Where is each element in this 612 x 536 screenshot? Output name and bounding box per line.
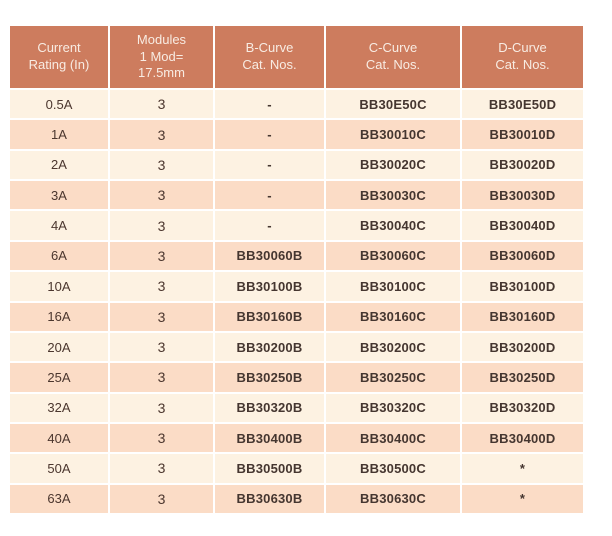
cell-modules: 3 <box>110 332 213 362</box>
cell-c-curve: BB30320C <box>326 393 460 422</box>
cell-modules: 3 <box>110 423 213 453</box>
cell-d-curve: BB30250D <box>462 363 583 392</box>
cell-c-curve: BB30060C <box>326 241 460 271</box>
cell-d-curve: BB30030D <box>462 181 583 210</box>
cell-d-curve: * <box>462 454 583 483</box>
cell-b-curve: - <box>215 211 324 240</box>
cell-b-curve: - <box>215 120 324 149</box>
table-row: 40A 3 BB30400B BB30400C BB30400D <box>10 423 583 453</box>
header-c-curve: C-Curve Cat. Nos. <box>326 26 460 88</box>
table-row: 1A 3 - BB30010C BB30010D <box>10 120 583 149</box>
cell-rating: 63A <box>10 484 108 514</box>
table-row: 3A 3 - BB30030C BB30030D <box>10 181 583 210</box>
cell-b-curve: BB30500B <box>215 454 324 483</box>
cell-rating: 50A <box>10 454 108 483</box>
cell-c-curve: BB30400C <box>326 423 460 453</box>
cell-d-curve: * <box>462 484 583 514</box>
cell-d-curve: BB30320D <box>462 393 583 422</box>
table-row: 32A 3 BB30320B BB30320C BB30320D <box>10 393 583 422</box>
cell-b-curve: BB30200B <box>215 332 324 362</box>
cell-c-curve: BB30200C <box>326 332 460 362</box>
cell-c-curve: BB30010C <box>326 120 460 149</box>
table-row: 4A 3 - BB30040C BB30040D <box>10 211 583 240</box>
table-row: 10A 3 BB30100B BB30100C BB30100D <box>10 272 583 301</box>
cell-c-curve: BB30040C <box>326 211 460 240</box>
cell-c-curve: BB30500C <box>326 454 460 483</box>
cell-rating: 6A <box>10 241 108 271</box>
cell-d-curve: BB30200D <box>462 332 583 362</box>
cell-b-curve: BB30060B <box>215 241 324 271</box>
cell-b-curve: BB30160B <box>215 302 324 331</box>
cell-modules: 3 <box>110 302 213 331</box>
table-row: 20A 3 BB30200B BB30200C BB30200D <box>10 332 583 362</box>
cell-rating: 40A <box>10 423 108 453</box>
cell-rating: 0.5A <box>10 90 108 119</box>
table-row: 16A 3 BB30160B BB30160C BB30160D <box>10 302 583 331</box>
table-row: 6A 3 BB30060B BB30060C BB30060D <box>10 241 583 271</box>
cell-b-curve: BB30400B <box>215 423 324 453</box>
cell-modules: 3 <box>110 393 213 422</box>
cell-modules: 3 <box>110 363 213 392</box>
cell-d-curve: BB30E50D <box>462 90 583 119</box>
cell-c-curve: BB30160C <box>326 302 460 331</box>
cell-c-curve: BB30250C <box>326 363 460 392</box>
cell-modules: 3 <box>110 211 213 240</box>
cell-modules: 3 <box>110 120 213 149</box>
cell-b-curve: BB30250B <box>215 363 324 392</box>
cell-rating: 20A <box>10 332 108 362</box>
table-row: 50A 3 BB30500B BB30500C * <box>10 454 583 483</box>
cell-d-curve: BB30060D <box>462 241 583 271</box>
cell-d-curve: BB30160D <box>462 302 583 331</box>
table-row: 25A 3 BB30250B BB30250C BB30250D <box>10 363 583 392</box>
cell-d-curve: BB30020D <box>462 150 583 180</box>
cell-d-curve: BB30400D <box>462 423 583 453</box>
header-b-curve: B-Curve Cat. Nos. <box>215 26 324 88</box>
cell-rating: 3A <box>10 181 108 210</box>
table-header-row: Current Rating (In) Modules 1 Mod= 17.5m… <box>10 26 583 88</box>
header-d-curve: D-Curve Cat. Nos. <box>462 26 583 88</box>
cell-rating: 10A <box>10 272 108 301</box>
cell-c-curve: BB30100C <box>326 272 460 301</box>
cell-d-curve: BB30040D <box>462 211 583 240</box>
cell-b-curve: - <box>215 150 324 180</box>
header-modules: Modules 1 Mod= 17.5mm <box>110 26 213 88</box>
cell-modules: 3 <box>110 272 213 301</box>
table-row: 0.5A 3 - BB30E50C BB30E50D <box>10 90 583 119</box>
cell-b-curve: - <box>215 90 324 119</box>
cell-rating: 25A <box>10 363 108 392</box>
cell-modules: 3 <box>110 484 213 514</box>
cell-rating: 1A <box>10 120 108 149</box>
table-row: 63A 3 BB30630B BB30630C * <box>10 484 583 514</box>
cell-modules: 3 <box>110 150 213 180</box>
header-current-rating: Current Rating (In) <box>10 26 108 88</box>
cell-b-curve: BB30630B <box>215 484 324 514</box>
cell-rating: 16A <box>10 302 108 331</box>
cell-modules: 3 <box>110 241 213 271</box>
cell-d-curve: BB30010D <box>462 120 583 149</box>
table-row: 2A 3 - BB30020C BB30020D <box>10 150 583 180</box>
cell-c-curve: BB30E50C <box>326 90 460 119</box>
cell-d-curve: BB30100D <box>462 272 583 301</box>
catalog-table: Current Rating (In) Modules 1 Mod= 17.5m… <box>10 26 583 514</box>
cell-modules: 3 <box>110 181 213 210</box>
cell-modules: 3 <box>110 90 213 119</box>
cell-rating: 32A <box>10 393 108 422</box>
cell-c-curve: BB30630C <box>326 484 460 514</box>
cell-rating: 4A <box>10 211 108 240</box>
cell-b-curve: BB30100B <box>215 272 324 301</box>
cell-c-curve: BB30030C <box>326 181 460 210</box>
cell-c-curve: BB30020C <box>326 150 460 180</box>
cell-b-curve: - <box>215 181 324 210</box>
cell-b-curve: BB30320B <box>215 393 324 422</box>
cell-rating: 2A <box>10 150 108 180</box>
cell-modules: 3 <box>110 454 213 483</box>
